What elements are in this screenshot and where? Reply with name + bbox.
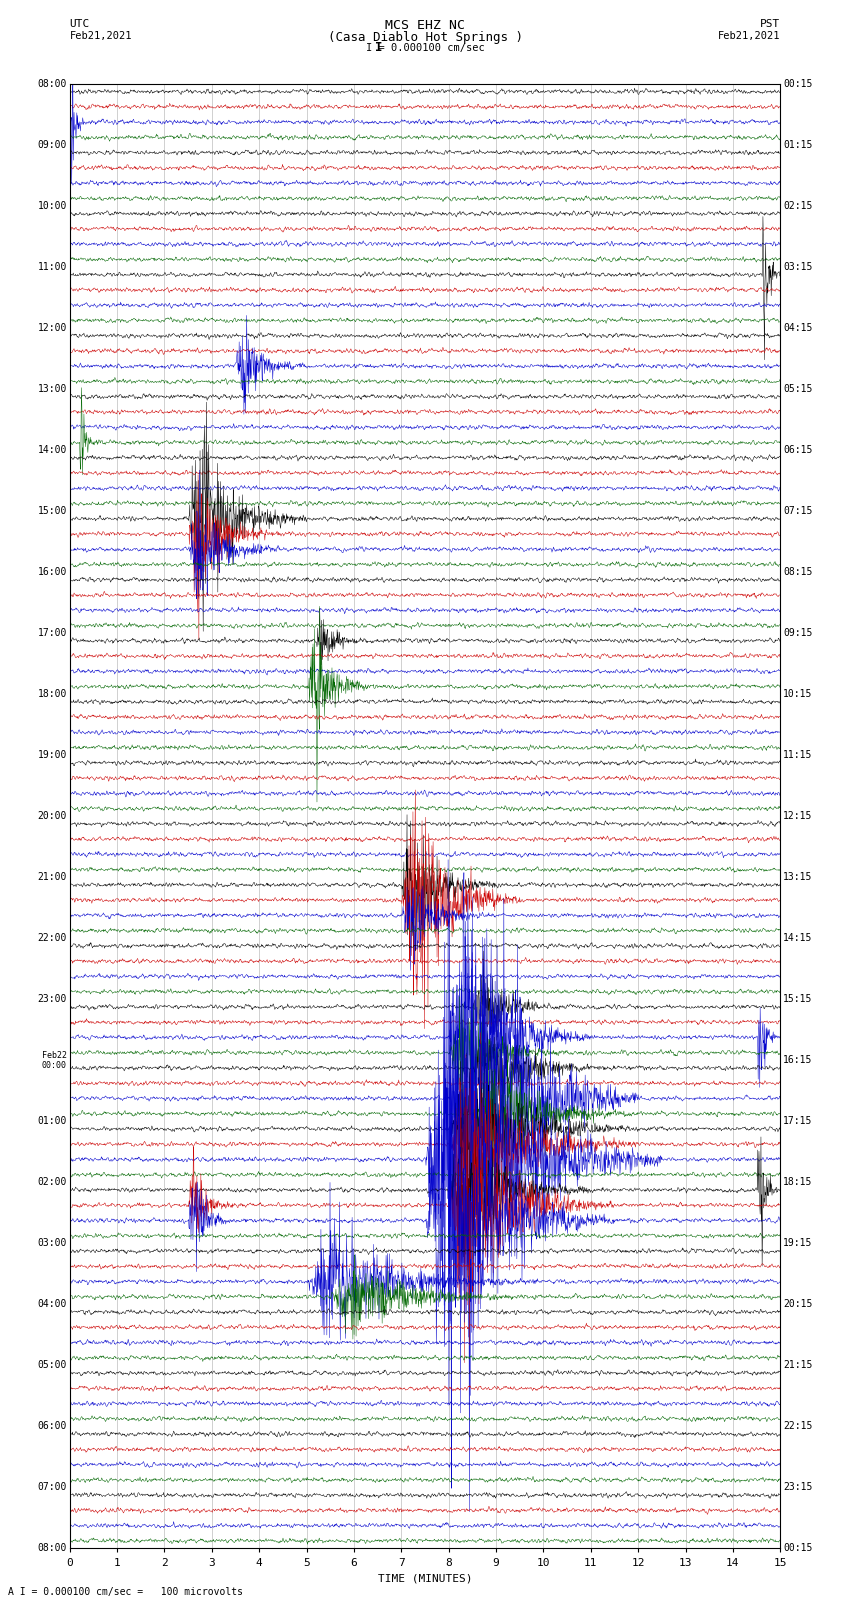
Text: 06:15: 06:15 <box>783 445 813 455</box>
Text: 08:15: 08:15 <box>783 568 813 577</box>
Text: 07:15: 07:15 <box>783 506 813 516</box>
Text: 02:15: 02:15 <box>783 202 813 211</box>
Text: 07:00: 07:00 <box>37 1482 67 1492</box>
Text: 04:00: 04:00 <box>37 1300 67 1310</box>
Text: 11:15: 11:15 <box>783 750 813 760</box>
Text: Feb21,2021: Feb21,2021 <box>70 31 133 40</box>
Text: 21:15: 21:15 <box>783 1360 813 1371</box>
Text: 01:00: 01:00 <box>37 1116 67 1126</box>
Text: 03:00: 03:00 <box>37 1239 67 1248</box>
Text: 18:00: 18:00 <box>37 689 67 698</box>
Text: 08:00: 08:00 <box>37 79 67 89</box>
Text: 20:15: 20:15 <box>783 1300 813 1310</box>
Text: 14:15: 14:15 <box>783 934 813 944</box>
Text: 18:15: 18:15 <box>783 1177 813 1187</box>
Text: 03:15: 03:15 <box>783 261 813 273</box>
Text: 13:00: 13:00 <box>37 384 67 394</box>
Text: 02:00: 02:00 <box>37 1177 67 1187</box>
Text: I = 0.000100 cm/sec: I = 0.000100 cm/sec <box>366 44 484 53</box>
Text: 21:00: 21:00 <box>37 873 67 882</box>
X-axis label: TIME (MINUTES): TIME (MINUTES) <box>377 1573 473 1582</box>
Text: UTC: UTC <box>70 18 90 29</box>
Text: Feb22
00:00: Feb22 00:00 <box>42 1052 67 1069</box>
Text: Feb21,2021: Feb21,2021 <box>717 31 780 40</box>
Text: 05:00: 05:00 <box>37 1360 67 1371</box>
Text: 13:15: 13:15 <box>783 873 813 882</box>
Text: 15:15: 15:15 <box>783 994 813 1005</box>
Text: 01:15: 01:15 <box>783 140 813 150</box>
Text: 17:00: 17:00 <box>37 627 67 639</box>
Text: 23:00: 23:00 <box>37 994 67 1005</box>
Text: MCS EHZ NC: MCS EHZ NC <box>385 18 465 32</box>
Text: 23:15: 23:15 <box>783 1482 813 1492</box>
Text: 22:00: 22:00 <box>37 934 67 944</box>
Text: 20:00: 20:00 <box>37 811 67 821</box>
Text: 19:00: 19:00 <box>37 750 67 760</box>
Text: 09:15: 09:15 <box>783 627 813 639</box>
Text: 15:00: 15:00 <box>37 506 67 516</box>
Text: 16:00: 16:00 <box>37 568 67 577</box>
Text: 09:00: 09:00 <box>37 140 67 150</box>
Text: 10:15: 10:15 <box>783 689 813 698</box>
Text: 11:00: 11:00 <box>37 261 67 273</box>
Text: 16:15: 16:15 <box>783 1055 813 1065</box>
Text: 12:00: 12:00 <box>37 323 67 332</box>
Text: A I = 0.000100 cm/sec =   100 microvolts: A I = 0.000100 cm/sec = 100 microvolts <box>8 1587 243 1597</box>
Text: 14:00: 14:00 <box>37 445 67 455</box>
Text: 10:00: 10:00 <box>37 202 67 211</box>
Text: 19:15: 19:15 <box>783 1239 813 1248</box>
Text: I: I <box>375 40 382 55</box>
Text: PST: PST <box>760 18 780 29</box>
Text: 08:00: 08:00 <box>37 1544 67 1553</box>
Text: 05:15: 05:15 <box>783 384 813 394</box>
Text: 04:15: 04:15 <box>783 323 813 332</box>
Text: 22:15: 22:15 <box>783 1421 813 1431</box>
Text: 17:15: 17:15 <box>783 1116 813 1126</box>
Text: (Casa Diablo Hot Springs ): (Casa Diablo Hot Springs ) <box>327 31 523 44</box>
Text: 00:15: 00:15 <box>783 79 813 89</box>
Text: 06:00: 06:00 <box>37 1421 67 1431</box>
Text: 00:15: 00:15 <box>783 1544 813 1553</box>
Text: 12:15: 12:15 <box>783 811 813 821</box>
